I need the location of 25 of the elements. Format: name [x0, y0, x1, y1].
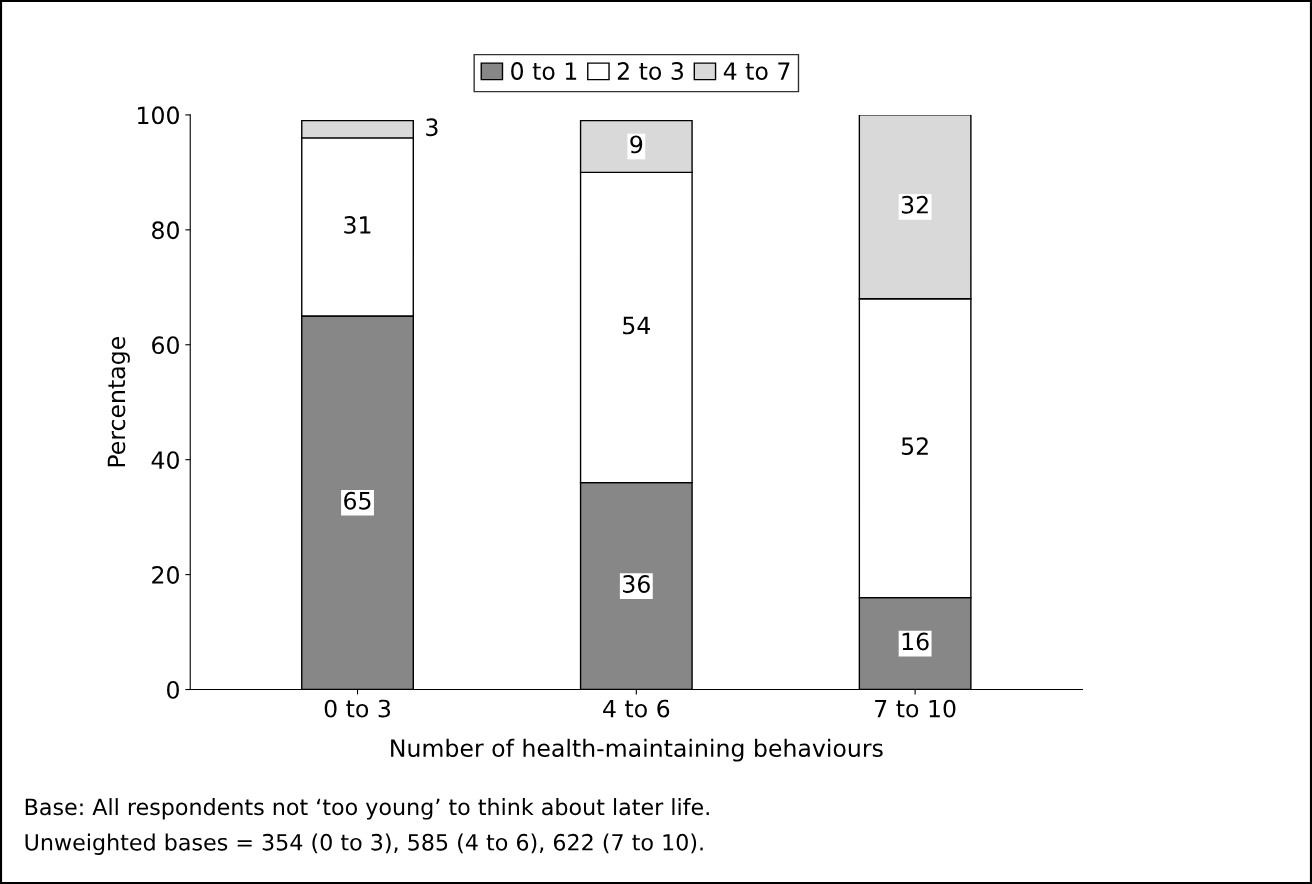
data-label: 52: [901, 437, 928, 456]
legend-label: 0 to 1: [511, 62, 577, 80]
y-tick-label: 0: [167, 680, 179, 699]
legend-label: 2 to 3: [617, 62, 683, 80]
y-tick-label: 40: [151, 451, 179, 469]
y-tick-label: 100: [138, 106, 179, 125]
y-axis-title: Percentage: [107, 337, 130, 467]
x-tick-label: 7 to 10: [875, 699, 956, 718]
y-tick-label: 60: [152, 336, 179, 355]
legend-label: 4 to 7: [723, 62, 790, 80]
x-axis-title: Number of health-maintaining behaviours: [391, 738, 883, 762]
text: Base: All respondents not ‘too young’ to think about later life.: [25, 798, 709, 820]
data-label: 65: [344, 491, 371, 510]
data-label: 31: [344, 215, 371, 234]
data-label: 54: [623, 316, 651, 335]
data-label: 9: [630, 135, 643, 154]
data-label: 3: [426, 118, 438, 137]
data-label: 36: [623, 575, 650, 593]
y-tick-label: 80: [152, 221, 179, 240]
x-tick-label: 4 to 6: [603, 699, 670, 718]
y-tick-label: 20: [152, 566, 179, 584]
text: Unweighted bases = 354 (0 to 3), 585 (4 to 6), 622 (7 to 10).: [25, 833, 703, 855]
data-label: 16: [902, 632, 929, 651]
x-tick-label: 0 to 3: [324, 699, 391, 718]
data-label: 32: [901, 195, 928, 214]
